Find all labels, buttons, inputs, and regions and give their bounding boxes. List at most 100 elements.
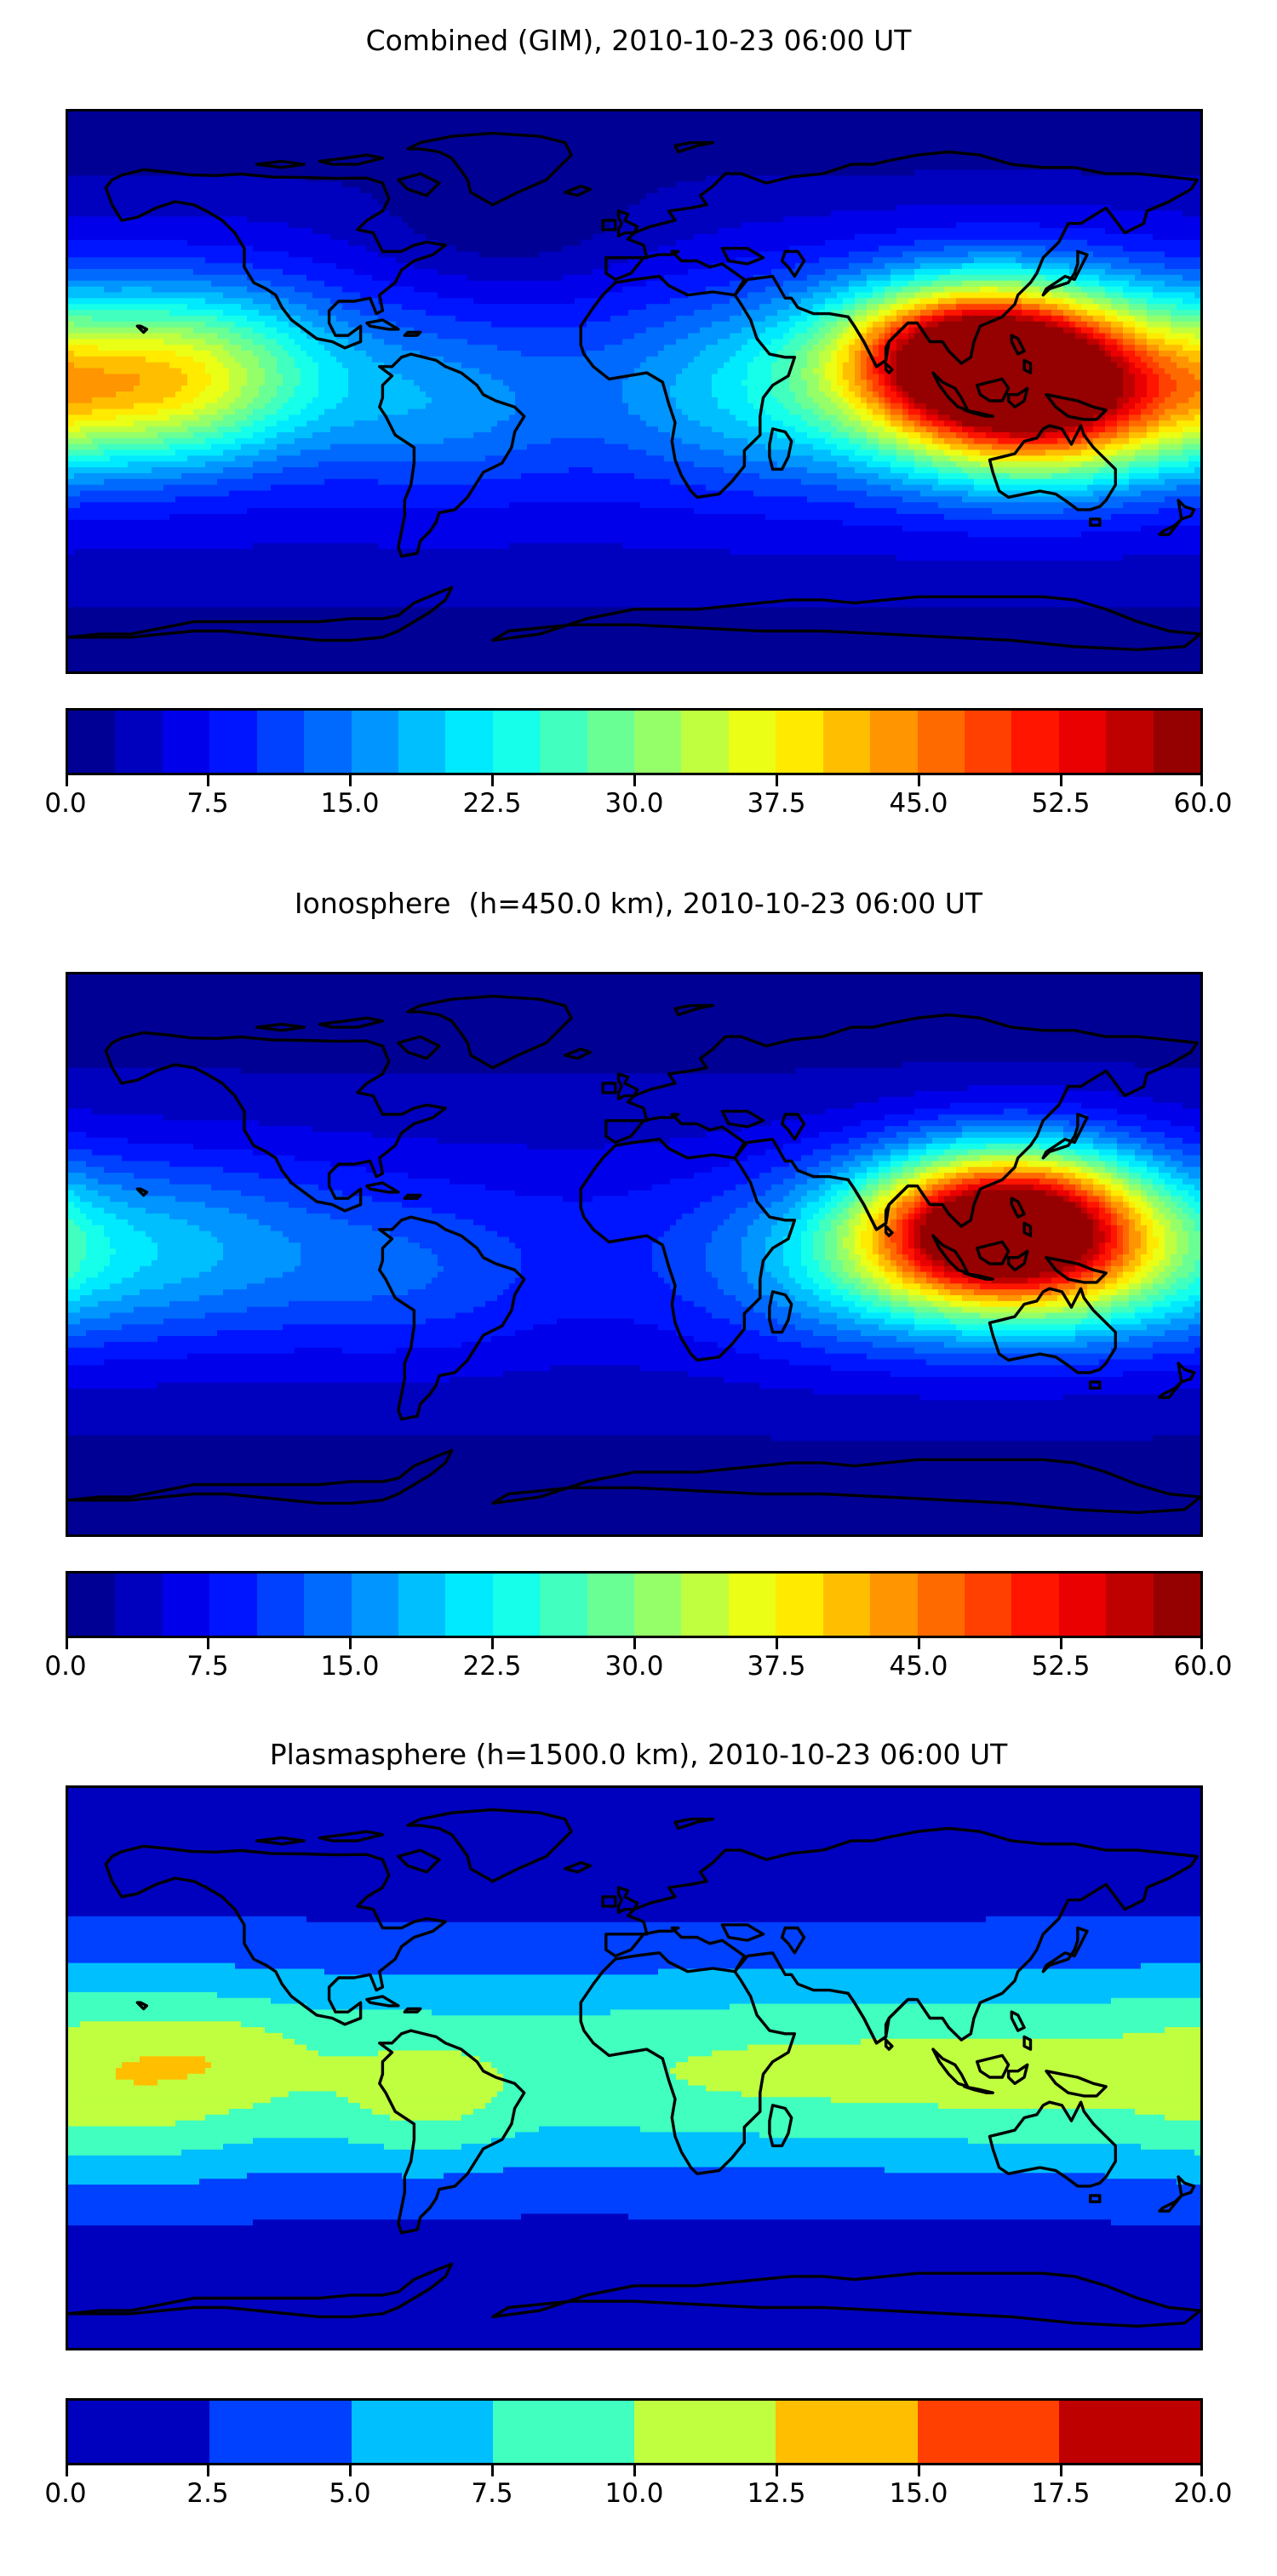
colorbar-tick-label: 10.0 [604,2478,664,2509]
colorbar-segment [68,2401,210,2463]
coastline-path [601,1895,617,1908]
coastline-path [780,1926,806,1955]
coastline-path [104,1844,447,2026]
colorbar-tick-mark [348,2465,352,2476]
coastline-path [68,2262,454,2319]
colorbar-plasmasphere [66,2398,1203,2465]
coastline-path [564,1048,592,1060]
coastline-path [318,1016,385,1029]
colorbar-tick-mark [633,775,636,786]
colorbar-tick-label: 15.0 [320,788,380,819]
coastline-path [673,140,715,154]
colorbar-segment [492,711,541,773]
colorbar-wrap-combined-gim: 0.0 7.5 15.0 22.5 30.0 37.5 45.0 52.5 60.0 [44,708,1233,819]
colorbar-tick-label: 45.0 [889,788,948,819]
colorbar-segment [634,1574,682,1636]
colorbar-tick-mark [1059,775,1062,786]
coastline-path [616,1886,639,1914]
coastline-path [1158,1362,1196,1399]
colorbar-segment [681,1574,729,1636]
colorbar-segment [870,1574,918,1636]
coastline-path [988,1287,1117,1374]
coastline-path [604,1013,1199,1231]
colorbar-tick-label: 15.0 [889,2478,948,2509]
colorbar-segment [304,1574,352,1636]
coastline-path [1006,2063,1029,2085]
colorbar-segment [1011,711,1059,773]
colorbar-combined-gim [66,708,1203,775]
coastline-path [963,2085,994,2094]
colorbar-tick-mark [1059,2465,1062,2476]
colorbar-segment [634,711,682,773]
colorbar-tick-label: 5.0 [329,2478,371,2509]
coastline-path [1158,2175,1196,2213]
map-axes-ionosphere [66,972,1203,1537]
coastline-path [1089,2194,1102,2203]
colorbar-segment [965,711,1012,773]
colorbar-tick-label: 0.0 [44,1651,87,1682]
colorbar-segment [822,1574,871,1636]
colorbar-segment [256,711,305,773]
colorbar-tick-label: 22.5 [462,1651,522,1682]
colorbar-ticks-combined-gim: 0.0 7.5 15.0 22.5 30.0 37.5 45.0 52.5 60.0 [44,775,1233,886]
colorbar-segment [587,711,635,773]
colorbar-tick-mark [917,775,920,786]
colorbar-segment [540,711,587,773]
colorbar-segment [587,1574,635,1636]
coastline-path [397,172,441,197]
colorbar-segment [540,1574,587,1636]
colorbar-segment [492,2401,634,2463]
coastline-path [403,330,422,337]
coastline-path [564,185,592,197]
colorbar-tick-label: 60.0 [1173,1651,1233,1682]
colorbar-tick-label: 20.0 [1173,2478,1233,2509]
colorbar-tick-label: 0.0 [44,2478,87,2509]
coastline-path [1158,499,1196,536]
colorbar-segment [445,1574,493,1636]
coastline-path [564,1861,592,1874]
colorbar-wrap-plasmasphere: 0.0 2.5 5.0 7.5 10.0 12.5 15.0 17.5 20.0 [44,2398,1233,2509]
coastline-path [1010,334,1026,356]
colorbar-segment [115,711,163,773]
colorbar-tick-mark [206,1638,209,1649]
coastline-path [135,2001,149,2011]
coastline-path [255,159,306,169]
colorbar-ticks-ionosphere: 0.0 7.5 15.0 22.5 30.0 37.5 45.0 52.5 60.0 [44,1638,1233,1749]
coastline-path [1045,1256,1108,1284]
coastline-path [397,1035,441,1060]
coastline-path [1041,1112,1089,1160]
coastline-path [579,275,797,499]
contour-map-plasmasphere [68,1788,1200,2348]
coastline-path [976,377,1011,403]
colorbar-segment [445,711,493,773]
colorbar-tick-mark [1200,1638,1203,1649]
colorbar-ticks-plasmasphere: 0.0 2.5 5.0 7.5 10.0 12.5 15.0 17.5 20.0 [44,2465,1233,2576]
colorbar-tick-label: 7.5 [186,1651,229,1682]
coastline-path [403,1193,422,1200]
coastline-path [135,324,149,334]
coastline-path [963,408,994,418]
coastline-path [365,318,400,331]
colorbar-tick-mark [775,775,778,786]
colorbar-segment [728,1574,776,1636]
coastline-path [846,1991,916,2045]
coastline-path [720,1923,765,1942]
coastline-path [1022,358,1033,374]
colorbar-tick-mark [490,1638,494,1649]
colorbar-tick-mark [490,775,494,786]
coastline-path [963,1271,994,1281]
coastline-path [780,249,806,278]
coastline-path [491,595,1200,652]
panel-combined-gim: Combined (GIM), 2010-10-23 06:00 UT 0.0 7… [0,0,1277,851]
colorbar-segment [398,1574,446,1636]
colorbar-segment [1153,1574,1200,1636]
colorbar-tick-mark [1200,2465,1203,2476]
coastline-path [673,1003,715,1017]
colorbar-segment [1011,1574,1059,1636]
colorbar-segment [256,1574,305,1636]
colorbar-tick-mark [775,2465,778,2476]
colorbar-segment [1058,1574,1107,1636]
colorbar-tick-label: 52.5 [1031,788,1091,819]
coastline-path [616,1072,639,1100]
colorbar-tick-mark [66,1638,68,1649]
